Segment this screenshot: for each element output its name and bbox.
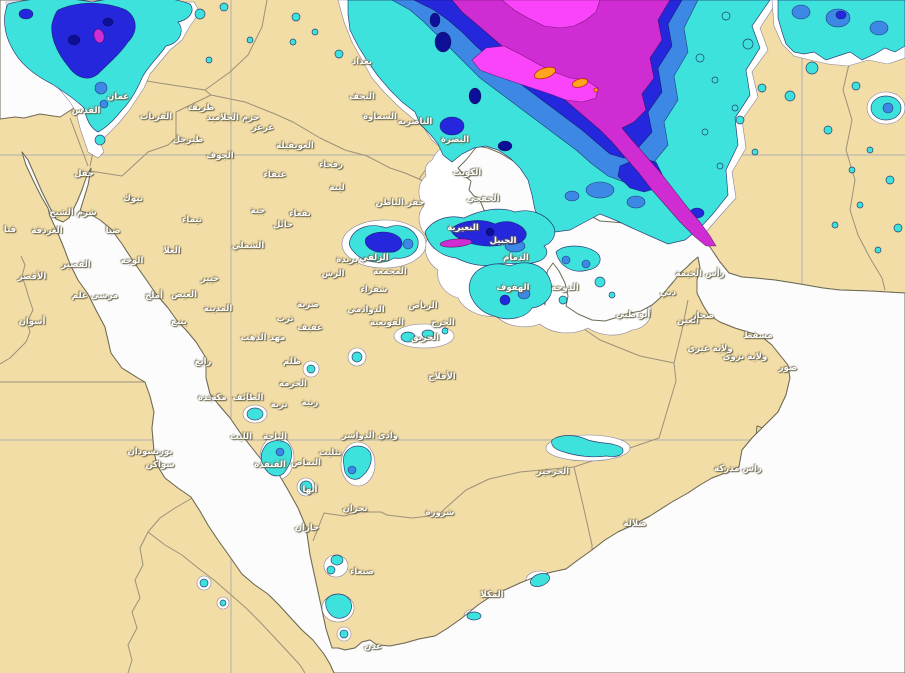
nile-river <box>0 256 33 364</box>
border-sudan-eritrea <box>128 497 194 673</box>
border-uae-oman <box>674 300 688 363</box>
border-eritrea-ethiopia <box>148 532 305 673</box>
border-saudi-iraq <box>211 95 419 179</box>
border-syria-iraq <box>205 0 267 90</box>
border-saudi-yemen <box>313 467 574 541</box>
border-jordan-saudi <box>90 95 211 176</box>
precipitation-layer <box>5 0 905 638</box>
border-egypt-israel <box>70 118 88 166</box>
